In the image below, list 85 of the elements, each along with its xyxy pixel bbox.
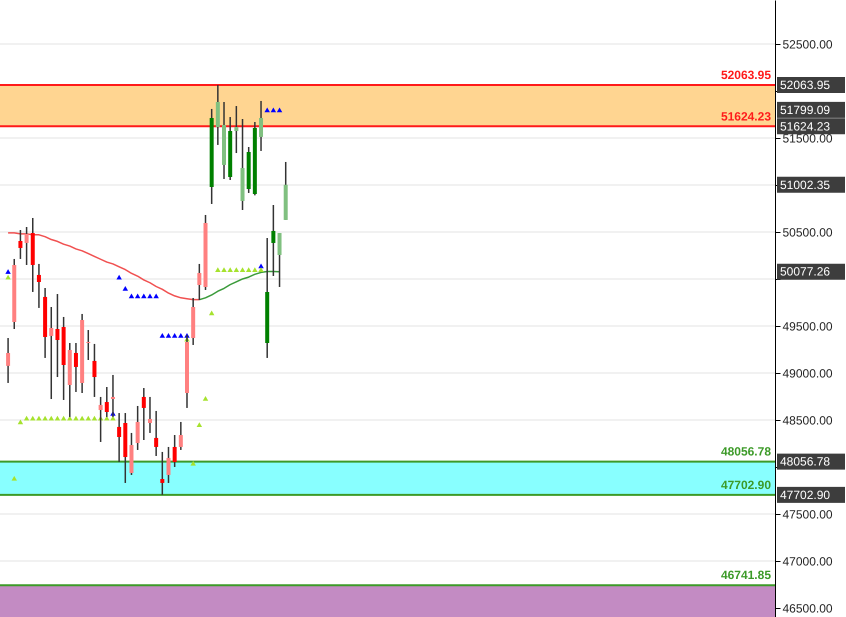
- point: [5, 274, 11, 280]
- point: [227, 267, 233, 272]
- candlestick: [259, 100, 264, 152]
- candlestick: [92, 343, 96, 398]
- ref-line-label: 48056.78: [720, 444, 772, 459]
- y-tick-label: 51500.00: [782, 131, 833, 146]
- y-tick-label: 49500.00: [782, 319, 833, 334]
- y-tick-label: 48500.00: [782, 413, 833, 428]
- candlestick: [271, 204, 276, 277]
- candlestick: [24, 226, 29, 266]
- text: 47702.90: [780, 488, 830, 502]
- point: [178, 333, 184, 338]
- point: [86, 416, 92, 420]
- y-tick-label: 50500.00: [782, 225, 833, 240]
- candlestick: [49, 306, 54, 400]
- text: 51799.09: [780, 102, 830, 117]
- point: [246, 267, 252, 272]
- y-tick-label: 52500.00: [782, 37, 833, 52]
- point: [30, 416, 36, 420]
- candlestick: [55, 293, 60, 378]
- point: [221, 267, 227, 272]
- point: [134, 294, 140, 298]
- text: 50077.26: [780, 264, 830, 279]
- candlestick: [86, 329, 90, 361]
- point: [42, 416, 48, 420]
- candlestick: [154, 410, 158, 457]
- ref-line-label: 47702.90: [720, 478, 772, 492]
- point: [252, 267, 258, 272]
- point: [234, 267, 240, 272]
- point: [141, 294, 147, 298]
- candlestick: [160, 451, 164, 496]
- point: [264, 108, 270, 112]
- point: [92, 416, 98, 420]
- candlestick: [278, 232, 282, 288]
- point: [54, 416, 60, 420]
- candlestick: [136, 405, 140, 451]
- candlestick: [36, 263, 41, 309]
- point: [160, 333, 166, 338]
- point: [270, 108, 276, 112]
- candlestick: [74, 342, 78, 393]
- point: [60, 416, 66, 420]
- point: [128, 294, 134, 298]
- point: [147, 294, 153, 298]
- point: [79, 416, 85, 420]
- point: [73, 416, 79, 420]
- point: [18, 419, 24, 424]
- point: [166, 333, 172, 338]
- point: [172, 333, 178, 338]
- text: 51002.35: [780, 178, 830, 192]
- candlestick: [148, 396, 152, 434]
- candlestick: [18, 229, 22, 260]
- candlestick: [197, 263, 202, 301]
- text: 52063.95: [780, 78, 830, 92]
- point: [116, 274, 122, 280]
- point: [24, 416, 30, 420]
- point: [122, 286, 128, 291]
- candlestick: [234, 105, 238, 154]
- point: [258, 267, 264, 272]
- point: [196, 422, 202, 428]
- y-tick-label: 49000.00: [782, 366, 833, 380]
- point: [48, 416, 54, 420]
- ref-line-label: 51624.23: [720, 109, 772, 124]
- candlestick: [166, 446, 170, 484]
- ref-line-label: 52063.95: [720, 68, 772, 82]
- candlestick: [117, 412, 122, 463]
- candlestick: [6, 337, 10, 384]
- candlestick: [178, 421, 183, 451]
- text: 51624.23: [780, 119, 830, 134]
- point: [240, 267, 246, 272]
- y-tick-label: 47000.00: [782, 554, 833, 568]
- line-series: [7, 232, 200, 300]
- point: [5, 269, 11, 274]
- text: 48056.78: [780, 454, 830, 469]
- y-tick-label: 46500.00: [782, 601, 833, 616]
- point: [36, 416, 42, 420]
- candlestick: [172, 434, 177, 468]
- ref-line-label: 46741.85: [720, 568, 772, 582]
- candlestick: [142, 387, 146, 441]
- point: [153, 294, 159, 298]
- point: [276, 108, 282, 112]
- y-tick-label: 47500.00: [782, 507, 833, 522]
- point: [208, 310, 214, 316]
- point: [190, 460, 196, 466]
- point: [12, 476, 17, 481]
- point: [215, 267, 221, 272]
